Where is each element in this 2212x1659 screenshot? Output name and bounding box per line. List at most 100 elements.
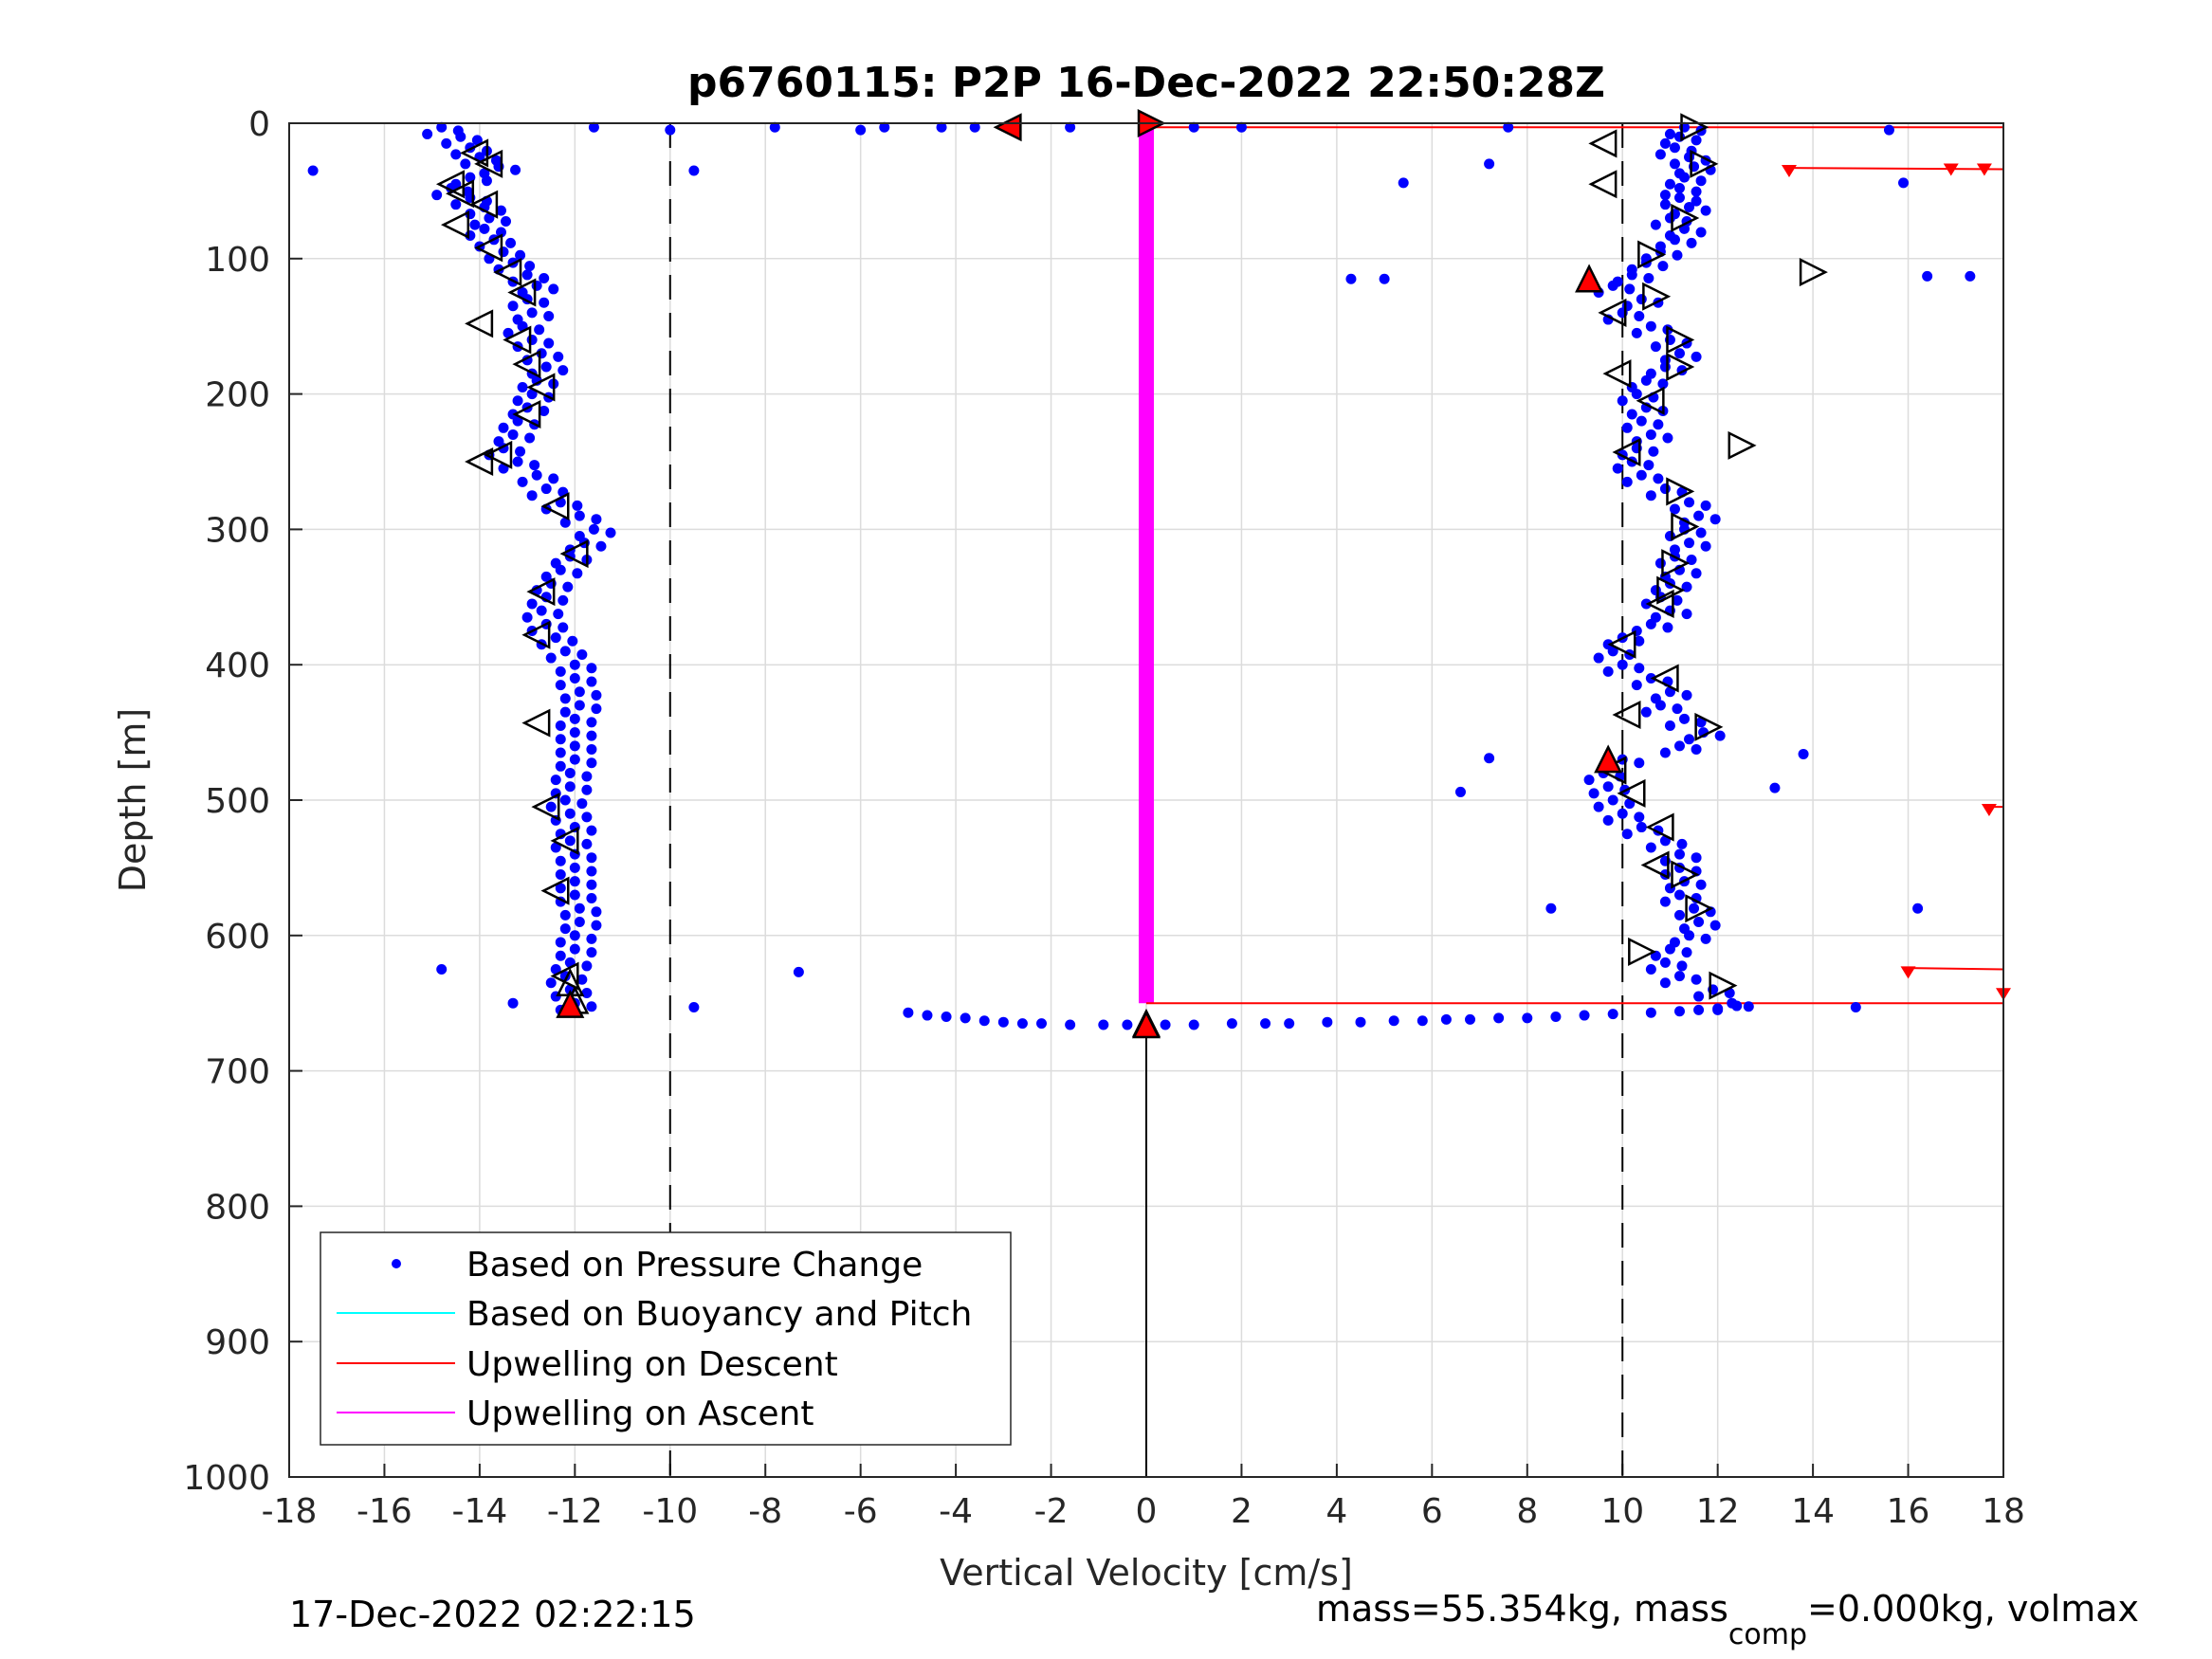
pressure-change-point [1686,555,1697,566]
pressure-change-point [1226,1018,1237,1030]
pressure-change-point [450,149,462,160]
pressure-change-point [960,1012,971,1024]
pressure-change-point [1700,540,1711,552]
pressure-change-point [1650,219,1661,230]
right-triangle-marker [1728,430,1757,460]
pressure-change-point [562,581,574,592]
pressure-change-point [555,869,566,881]
pressure-change-point [1654,149,1666,160]
pressure-change-point [1659,483,1671,495]
pressure-change-point [524,261,536,272]
legend-marker-pressure [392,1259,401,1268]
left-triangle-marker [484,440,513,469]
pressure-change-point [1798,748,1809,759]
upwelling-descent-line [1788,167,2004,171]
pressure-change-point [548,283,559,295]
pressure-change-point [1607,1009,1618,1020]
pressure-change-point [1673,909,1685,921]
pressure-change-point [581,811,593,823]
pressure-change-point [1617,808,1628,819]
pressure-change-point [1440,1013,1452,1025]
pressure-change-point [555,950,566,961]
right-triangle-marker [1628,937,1657,966]
pressure-change-point [1493,1012,1505,1024]
pressure-change-point [1593,801,1604,812]
pressure-change-point [1664,212,1675,224]
right-triangle-marker [1709,971,1738,1000]
pressure-change-point [605,527,616,538]
pressure-change-point [569,740,580,752]
pressure-change-point [581,960,593,972]
pressure-change-point [526,307,538,319]
pressure-change-point [1583,775,1595,786]
right-triangle-marker [1642,282,1672,311]
left-triangle-marker [1612,701,1641,730]
left-triangle-marker [512,350,541,379]
pressure-change-point [1657,261,1669,272]
pressure-change-point [471,135,483,146]
pressure-change-point [569,672,580,684]
pressure-change-point [569,754,580,765]
pressure-change-point [1602,814,1614,826]
series-lines [1139,123,2011,1005]
pressure-change-point [495,227,506,238]
pressure-change-point [574,510,585,521]
pressure-change-point [505,237,517,248]
pressure-change-point [1593,652,1604,664]
pressure-change-point [553,609,564,620]
pressure-change-point [1700,933,1711,944]
right-triangle-marker [1680,113,1709,142]
x-tick-label: 12 [1696,1492,1740,1531]
pressure-change-point [555,937,566,948]
pressure-change-point [1684,734,1695,745]
pressure-change-point [941,1011,952,1022]
y-tick-label: 400 [205,647,270,685]
pressure-change-point [550,964,561,975]
x-tick-label: 10 [1600,1492,1644,1531]
pressure-change-point [997,1016,1009,1028]
pressure-change-point [1681,581,1692,592]
pressure-change-point [555,564,566,575]
pressure-change-point [588,523,599,535]
pressure-change-point [1883,124,1894,136]
pressure-change-point [1672,594,1683,606]
pressure-change-point [1695,879,1707,890]
left-triangle-marker [531,793,560,822]
right-triangle-marker [1685,894,1714,923]
pressure-change-point [1659,747,1671,758]
pressure-change-point [586,893,597,904]
pressure-change-point [1743,1001,1754,1012]
left-triangle-marker [1640,850,1670,880]
pressure-change-point [581,771,593,782]
right-triangle-marker [1656,575,1686,605]
pressure-change-point [545,801,557,812]
pressure-change-point [1664,883,1675,894]
pressure-change-point [576,648,588,660]
pressure-change-point [1626,409,1637,420]
right-triangle-marker [1661,549,1691,578]
legend-label-descent: Upwelling on Descent [466,1345,838,1384]
upwelling-descent-line [1908,967,2004,971]
left-triangle-marker [1636,386,1665,415]
pressure-change-point [1695,175,1707,187]
pressure-change-point [1659,957,1671,968]
pressure-change-point [1664,178,1675,190]
left-triangle-marker [465,447,494,477]
left-triangle-marker [435,170,466,199]
pressure-change-point [495,205,506,216]
pressure-change-point [555,665,566,677]
pressure-change-point [1188,1019,1199,1030]
pressure-change-point [507,301,519,312]
pressure-change-point [498,422,509,433]
pressure-change-point [558,594,569,606]
pressure-change-point [540,361,552,373]
pressure-change-point [574,917,585,928]
right-triangle-marker [1694,712,1724,741]
pressure-change-point [536,605,547,616]
pressure-change-point [1965,270,1976,282]
pressure-change-point [586,663,597,674]
pressure-change-point [569,862,580,873]
pressure-change-point [539,273,550,284]
pressure-change-point [564,835,576,847]
pressure-change-point [576,798,588,810]
